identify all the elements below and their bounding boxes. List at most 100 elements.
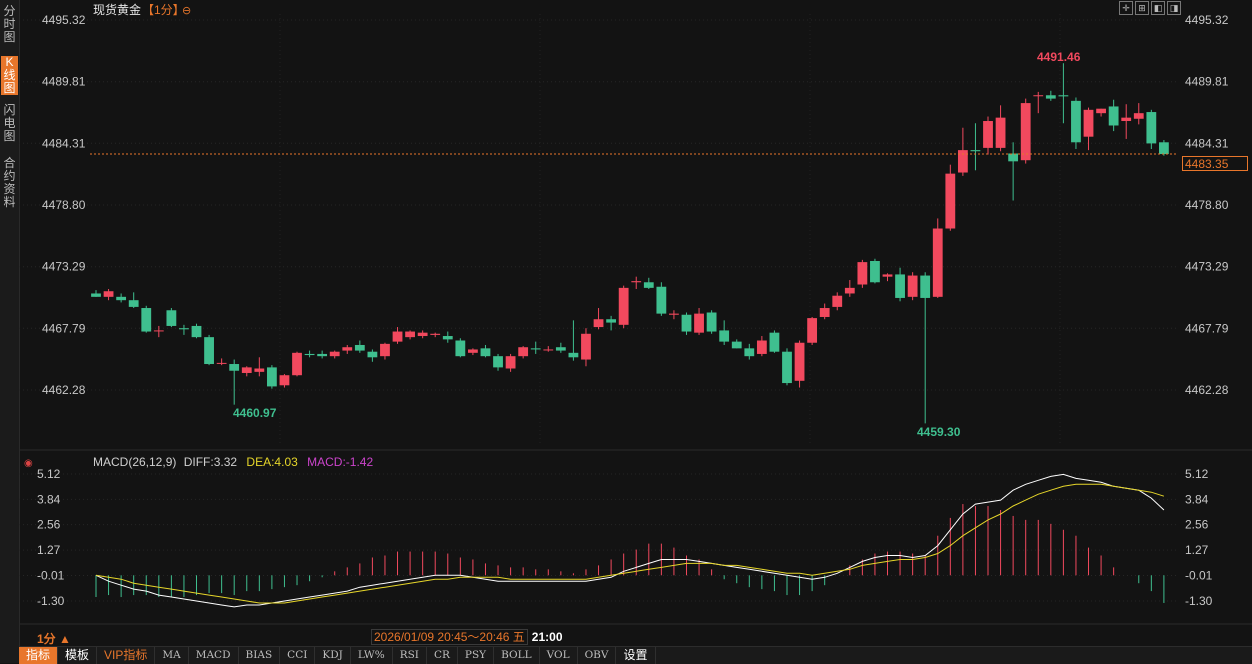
tab-cci[interactable]: CCI — [280, 647, 316, 664]
candle-body — [304, 353, 315, 356]
candle-body — [794, 342, 805, 381]
candle-body — [241, 367, 252, 373]
candle-body — [945, 173, 956, 229]
candle-body — [367, 351, 378, 358]
macd-settings-icon[interactable]: ◉ — [24, 458, 33, 469]
candle-body — [455, 340, 466, 357]
candle-body — [932, 228, 943, 297]
candle-body — [1033, 95, 1044, 97]
candle-body — [857, 262, 868, 285]
candle-body — [1146, 112, 1157, 144]
candle-body — [380, 343, 390, 357]
candle-body — [555, 347, 566, 351]
candle-body — [970, 150, 981, 152]
macd-name: MACD(26,12,9) — [93, 455, 176, 469]
candle-body — [1108, 106, 1119, 126]
price-tick-right: 4478.80 — [1185, 198, 1229, 212]
time-range: 2026/01/09 20:45～20:46 五 — [371, 629, 528, 645]
tab-kline-chart[interactable]: K线图 — [1, 56, 18, 95]
price-tick-right: 4473.29 — [1185, 260, 1229, 274]
candle-body — [543, 349, 554, 351]
price-tick-right: 4462.28 — [1185, 383, 1229, 397]
tab-timeshare-chart[interactable]: 分时图 — [3, 4, 16, 44]
candle-body — [983, 121, 993, 148]
candle-body — [166, 310, 177, 326]
tab-vip-indicators[interactable]: VIP指标 — [97, 647, 156, 664]
candle-body — [279, 375, 290, 386]
tab-rsi[interactable]: RSI — [393, 647, 427, 664]
candle-body — [103, 291, 114, 297]
tab-templates[interactable]: 模板 — [58, 647, 98, 664]
tab-boll[interactable]: BOLL — [494, 647, 540, 664]
candle-body — [618, 287, 629, 325]
candle-body — [1058, 95, 1069, 97]
candle-body — [832, 295, 843, 307]
tab-contract-info[interactable]: 合约资料 — [3, 156, 16, 209]
dea-line — [95, 483, 1165, 604]
tab-vol[interactable]: VOL — [540, 647, 578, 664]
price-tick-left: 4462.28 — [42, 383, 86, 397]
candle-body — [179, 328, 189, 330]
candle-body — [417, 332, 428, 337]
candle-body — [669, 313, 679, 315]
candle-body — [468, 349, 478, 353]
tab-kdj[interactable]: KDJ — [315, 647, 351, 664]
candle-body — [141, 308, 152, 332]
candle-body — [405, 331, 415, 338]
candle-body — [392, 331, 403, 342]
macd-dea: DEA:4.03 — [246, 455, 298, 469]
macd-tick-right: -1.30 — [1185, 594, 1213, 608]
candle-body — [505, 356, 516, 369]
tab-flash-chart[interactable]: 闪电图 — [3, 103, 16, 143]
candle-body — [782, 351, 792, 384]
macd-tick-left: -1.30 — [37, 594, 65, 608]
tab-psy[interactable]: PSY — [458, 647, 495, 664]
crosshair-icon[interactable]: ✛ — [1119, 1, 1133, 15]
macd-tick-left: 1.27 — [37, 543, 61, 557]
candle-body — [593, 319, 604, 328]
triangle-up-icon: ▲ — [59, 632, 71, 646]
current-price-tag: 4483.35 — [1182, 156, 1248, 171]
candle-body — [329, 351, 340, 357]
kline-chart[interactable]: 现货黄金 【1分】 ⊖ 4495.32 4495.32 4489.81 4489.81… — [0, 0, 1252, 646]
candle-body — [656, 286, 667, 314]
minus-circle-icon[interactable]: ⊖ — [182, 5, 191, 17]
view-sidebar: 分时图 K线图 闪电图 合约资料 — [0, 0, 20, 663]
period-selector[interactable]: 1分 ▲ — [37, 630, 71, 647]
candle-body — [493, 356, 503, 368]
price-tick-left: 4495.32 — [42, 13, 86, 27]
price-tick-right: 4489.81 — [1185, 75, 1229, 89]
candle-body — [266, 367, 277, 387]
tab-lw[interactable]: LW% — [351, 647, 393, 664]
tab-cr[interactable]: CR — [427, 647, 458, 664]
symbol-title: 现货黄金 — [93, 2, 141, 17]
prev-icon[interactable]: ◧ — [1151, 1, 1165, 15]
tab-macd[interactable]: MACD — [189, 647, 239, 664]
macd-axis: 5.12 5.12 3.84 3.84 2.56 2.56 1.27 1.27 -0.01 -0.… — [37, 467, 1213, 608]
period-tag: 【1分】 — [142, 3, 185, 17]
candle-body — [128, 300, 139, 307]
candles-layer — [91, 63, 1169, 424]
indicator-tabbar: 指标 模板 VIP指标 MA MACD BIAS CCI KDJ LW% RSI… — [19, 646, 1252, 664]
candle-body — [631, 281, 642, 283]
zoom-icon[interactable]: ⊞ — [1135, 1, 1149, 15]
price-tick-right: 4467.79 — [1185, 321, 1229, 335]
diff-line — [95, 473, 1165, 608]
candle-body — [530, 348, 541, 350]
tab-bias[interactable]: BIAS — [239, 647, 281, 664]
candle-body — [518, 347, 529, 357]
tab-ma[interactable]: MA — [155, 647, 189, 664]
price-tick-left: 4489.81 — [42, 75, 86, 89]
candle-body — [317, 353, 328, 357]
tab-settings[interactable]: 设置 — [616, 647, 656, 664]
candle-body — [1096, 108, 1106, 114]
candle-body — [807, 318, 818, 343]
candle-body — [907, 275, 918, 297]
candle-body — [920, 275, 931, 298]
tab-obv[interactable]: OBV — [578, 647, 617, 664]
next-icon[interactable]: ◨ — [1167, 1, 1181, 15]
macd-tick-right: -0.01 — [1185, 568, 1213, 582]
candle-body — [91, 293, 101, 297]
tab-indicators[interactable]: 指标 — [19, 647, 59, 664]
macd-grid — [19, 473, 1178, 602]
